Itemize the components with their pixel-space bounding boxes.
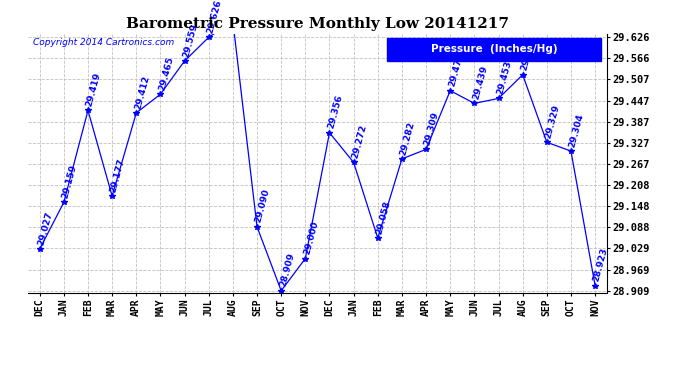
Text: 29.671: 29.671 <box>0 374 1 375</box>
Text: 29.272: 29.272 <box>351 124 368 160</box>
Text: 29.626: 29.626 <box>206 0 224 34</box>
FancyBboxPatch shape <box>387 38 602 61</box>
Text: Copyright 2014 Cartronics.com: Copyright 2014 Cartronics.com <box>33 38 175 46</box>
Text: 29.159: 29.159 <box>61 164 79 200</box>
Text: 29.000: 29.000 <box>302 220 319 256</box>
Text: 29.475: 29.475 <box>447 52 465 88</box>
Text: 29.559: 29.559 <box>181 22 199 58</box>
Text: 29.465: 29.465 <box>157 56 175 92</box>
Text: 29.090: 29.090 <box>254 188 272 224</box>
Text: 29.419: 29.419 <box>85 72 103 108</box>
Text: 29.309: 29.309 <box>423 111 441 147</box>
Text: 29.304: 29.304 <box>568 112 586 148</box>
Text: 29.329: 29.329 <box>544 104 562 140</box>
Text: 29.520: 29.520 <box>520 36 538 72</box>
Text: 29.356: 29.356 <box>326 94 344 130</box>
Text: Pressure  (Inches/Hg): Pressure (Inches/Hg) <box>431 44 558 54</box>
Text: 29.282: 29.282 <box>399 120 417 156</box>
Text: 29.027: 29.027 <box>37 210 55 246</box>
Title: Barometric Pressure Monthly Low 20141217: Barometric Pressure Monthly Low 20141217 <box>126 17 509 31</box>
Text: 29.177: 29.177 <box>109 157 127 193</box>
Text: 29.058: 29.058 <box>375 200 393 235</box>
Text: 29.439: 29.439 <box>471 64 489 101</box>
Text: 29.412: 29.412 <box>133 74 151 110</box>
Text: 28.923: 28.923 <box>592 247 610 283</box>
Text: 28.909: 28.909 <box>278 252 296 288</box>
Text: 29.453: 29.453 <box>495 60 513 96</box>
